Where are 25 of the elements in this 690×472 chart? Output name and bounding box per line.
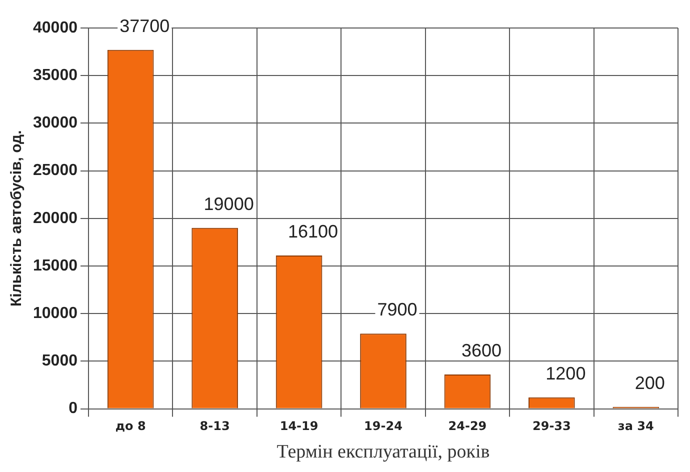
- y-tick-label: 30000: [32, 114, 78, 132]
- x-tick-label: за 34: [618, 419, 654, 434]
- y-tick-label: 25000: [32, 162, 78, 180]
- x-tick-label: 8-13: [200, 419, 230, 434]
- y-tick-label: 0: [68, 400, 78, 418]
- data-label: 16100: [288, 221, 338, 242]
- data-label: 3600: [461, 340, 502, 360]
- x-tick-label: 19-24: [364, 419, 402, 434]
- x-tick-label: 24-29: [448, 419, 487, 434]
- y-tick-label: 5000: [42, 352, 78, 370]
- data-label: 7900: [377, 300, 418, 320]
- data-label: 1200: [546, 363, 586, 384]
- y-tick-label: 15000: [32, 257, 78, 274]
- data-label: 200: [634, 372, 665, 393]
- y-tick-label: 20000: [32, 210, 78, 227]
- x-tick-label: 29-33: [532, 419, 571, 434]
- x-axis-title: Термін експлуатації, років: [276, 442, 490, 463]
- data-label: 37700: [120, 16, 170, 36]
- y-tick-label: 35000: [32, 67, 78, 84]
- y-tick-label: 40000: [32, 19, 78, 36]
- data-label: 19000: [204, 194, 254, 214]
- x-tick-label: 14-19: [280, 419, 318, 434]
- y-axis-title: Кількість автобусів, од.: [8, 130, 26, 307]
- y-tick-label: 10000: [32, 305, 78, 322]
- x-tick-label: до 8: [115, 419, 146, 434]
